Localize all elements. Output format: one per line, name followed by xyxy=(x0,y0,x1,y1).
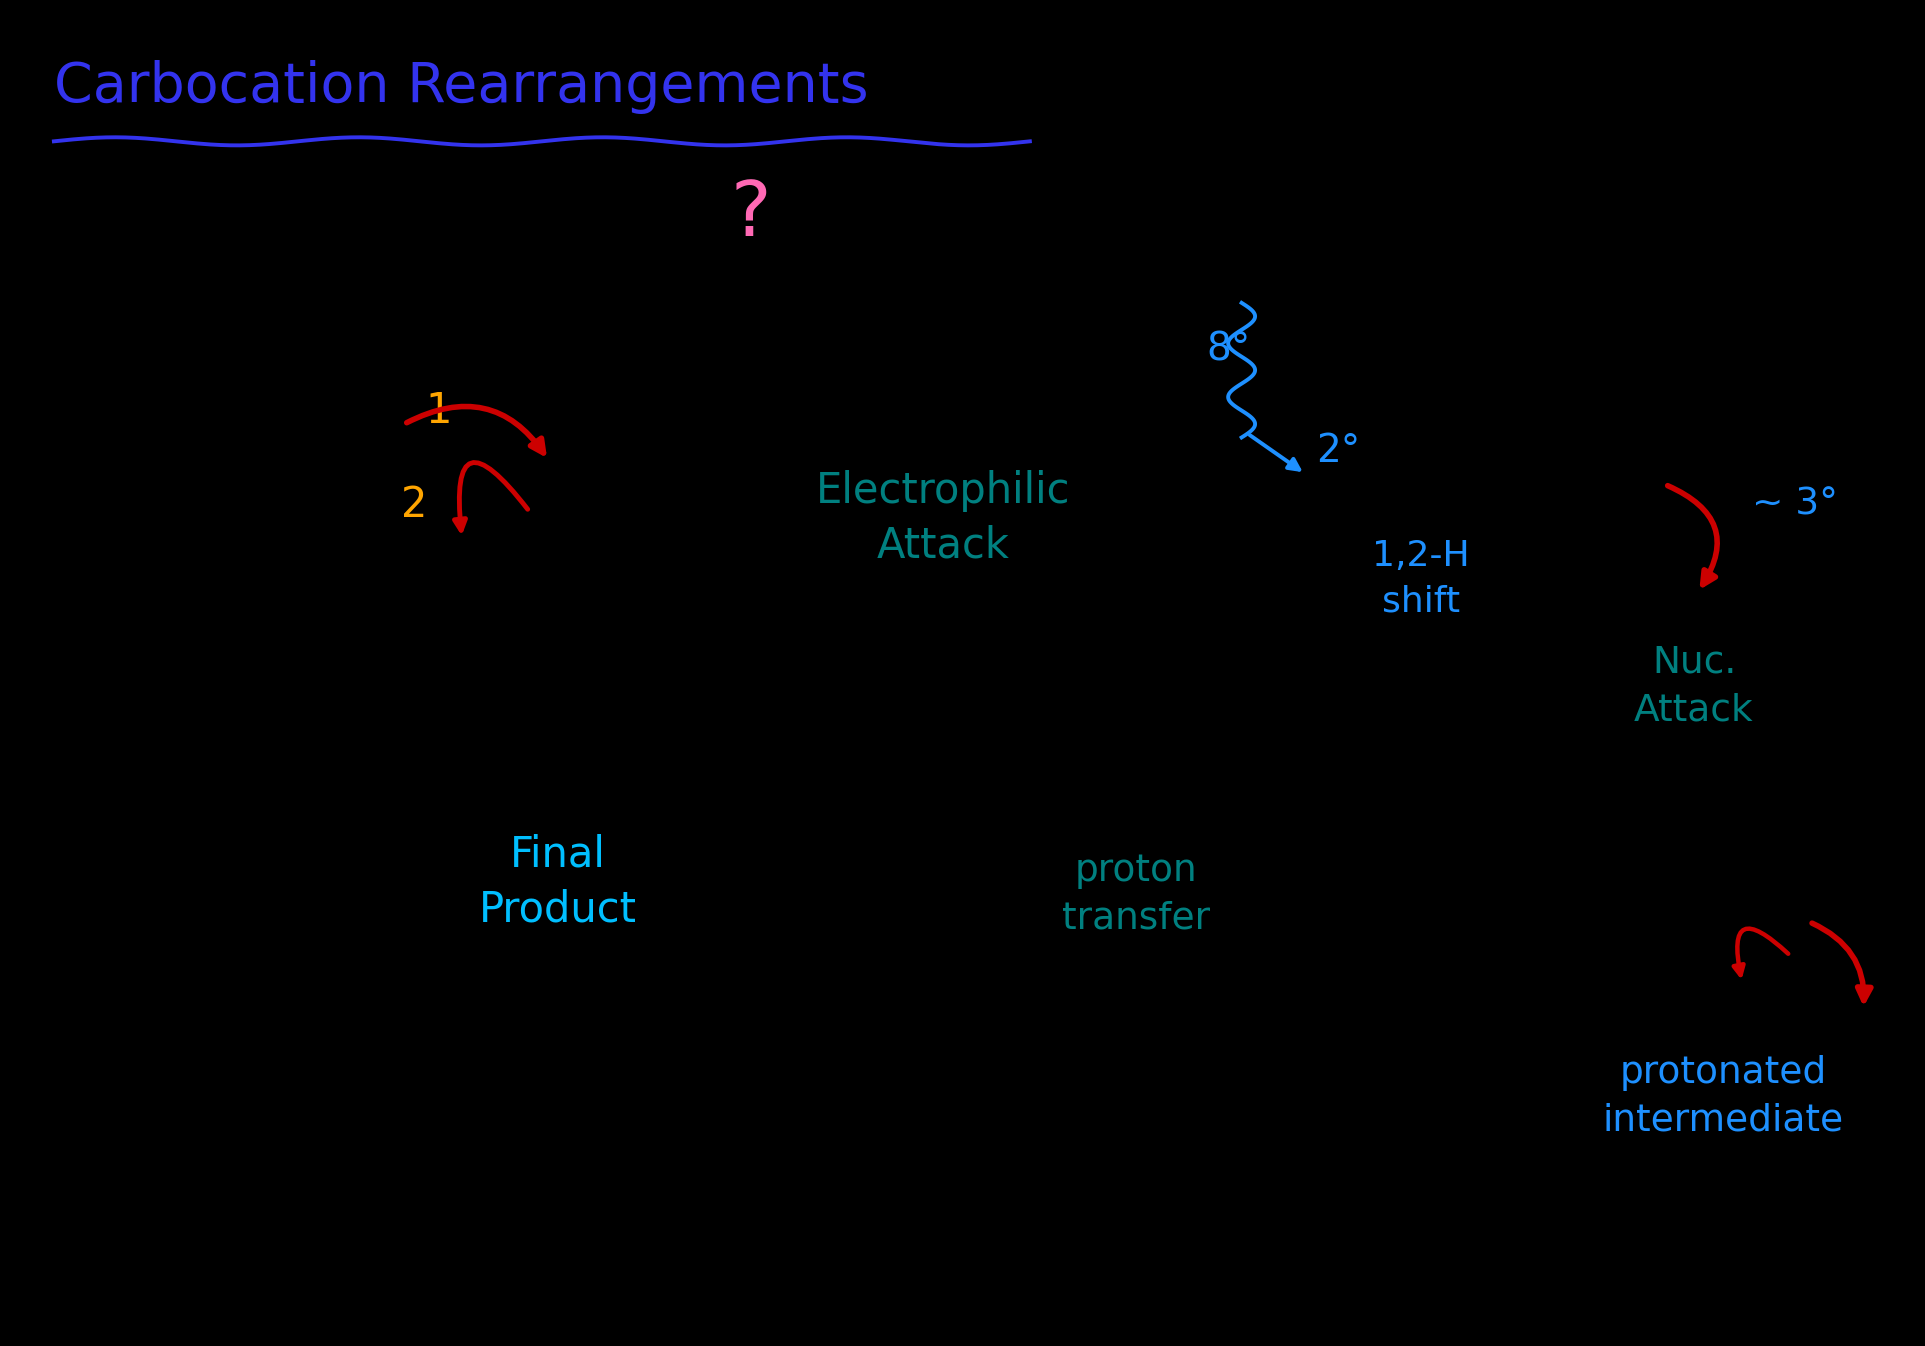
Text: ~ 3°: ~ 3° xyxy=(1752,487,1838,522)
Text: 2: 2 xyxy=(400,483,427,526)
Text: Nuc.
Attack: Nuc. Attack xyxy=(1634,645,1754,728)
Text: 1: 1 xyxy=(425,389,452,432)
Text: protonated
intermediate: protonated intermediate xyxy=(1602,1055,1844,1139)
Text: Electrophilic
Attack: Electrophilic Attack xyxy=(816,470,1070,567)
Text: 2°: 2° xyxy=(1317,432,1359,470)
Text: Final
Product: Final Product xyxy=(479,833,637,930)
Text: proton
transfer: proton transfer xyxy=(1063,853,1209,937)
Text: 8°: 8° xyxy=(1207,331,1249,369)
Text: Carbocation Rearrangements: Carbocation Rearrangements xyxy=(54,61,868,114)
Text: ?: ? xyxy=(730,179,772,252)
Text: 1,2-H
shift: 1,2-H shift xyxy=(1373,540,1469,618)
